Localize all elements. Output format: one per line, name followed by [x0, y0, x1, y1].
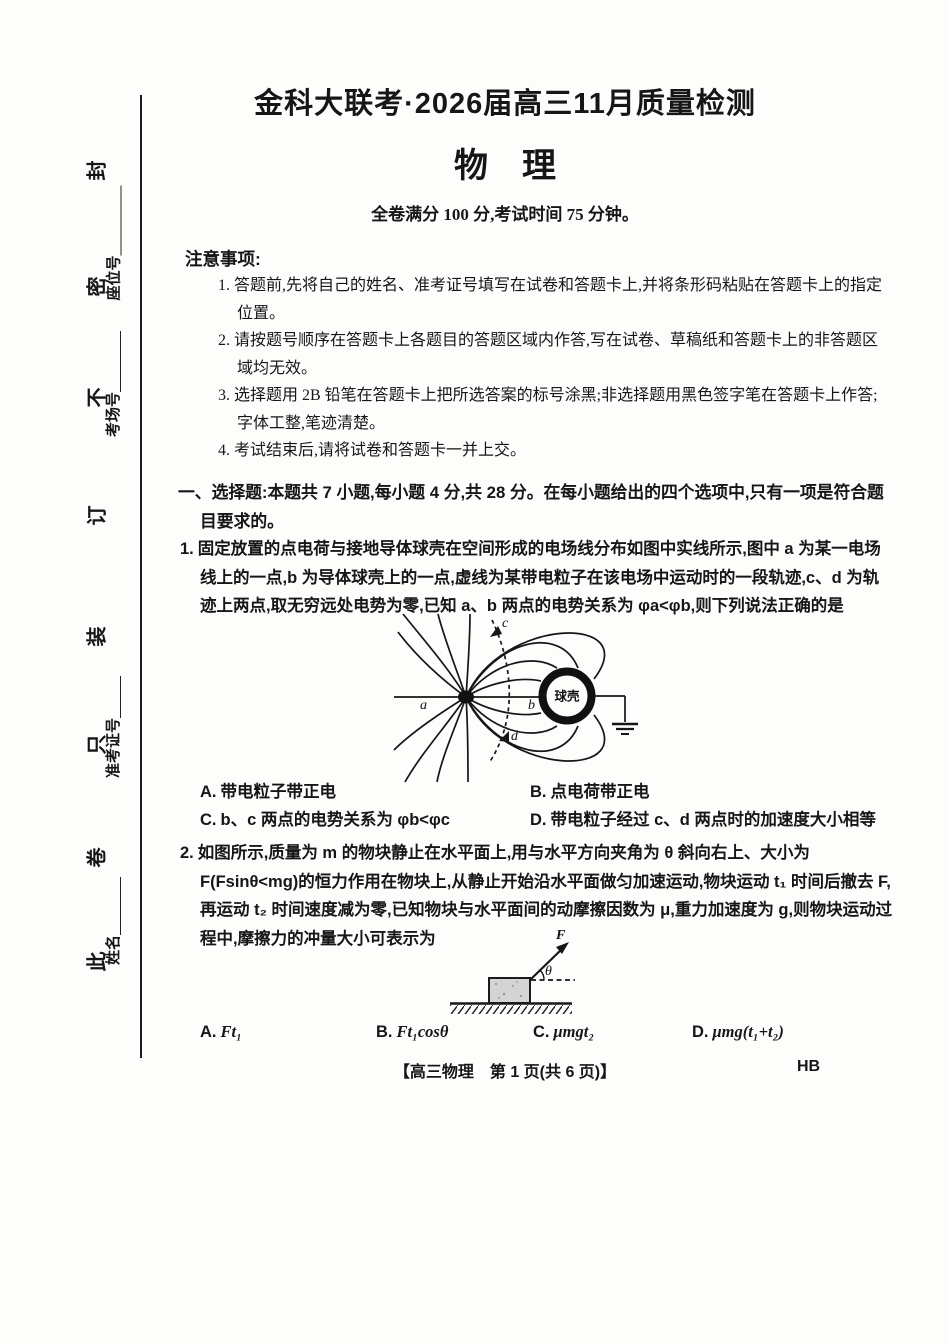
seal-char-juan: 卷 — [86, 847, 109, 868]
option-key: C. — [533, 1023, 550, 1041]
notice-item-3: 3. 选择题用 2B 铅笔在答题卡上把所选答案的标号涂黑;非选择题用黑色签字笔在答… — [218, 382, 886, 437]
subject-title: 物 理 — [454, 147, 556, 185]
notice-number: 4. — [218, 442, 230, 459]
conducting-shell — [538, 667, 596, 725]
notice-number: 2. — [218, 332, 230, 349]
block-texture — [494, 981, 523, 999]
seal-char-zhuang: 装 — [86, 626, 109, 647]
notice-item-4: 4. 考试结束后,请将试卷和答题卡一并上交。 — [218, 437, 886, 465]
seal-vertical-line — [140, 95, 142, 1058]
trajectory-arrowhead-bottom — [499, 731, 509, 742]
question-1-text: 固定放置的点电荷与接地导体球壳在空间形成的电场线分布如图中实线所示,图中 a 为… — [197, 540, 881, 615]
question-1-options: A. 带电粒子带正电 B. 点电荷带正电 C. b、c 两点的电势关系为 φb<φc … — [200, 780, 890, 833]
q2-option-a: A. Ft₁ — [200, 1022, 242, 1042]
q1-option-b: B. 点电荷带正电 — [530, 780, 890, 805]
exam-room-label: 考场号 — [105, 391, 122, 437]
q2-option-c: C. μmgt₂ — [533, 1022, 594, 1042]
q1-option-c: C. b、c 两点的电势关系为 φb<φc — [200, 808, 530, 833]
option-text: 带电粒子带正电 — [220, 783, 337, 801]
name-label: 姓名 — [105, 934, 122, 965]
point-charge — [458, 690, 474, 704]
question-2-text: 如图所示,质量为 m 的物块静止在水平面上,用与水平方向夹角为 θ 斜向右上、大… — [197, 844, 893, 948]
notice-item-1: 1. 答题前,先将自己的姓名、准考证号填写在试卷和答题卡上,并将条形码粘贴在答题卡… — [218, 272, 886, 327]
notices-heading: 注意事项: — [185, 249, 261, 269]
q1-field-lines-figure: a b c d 球壳 — [393, 613, 638, 783]
option-text: Ft₁ — [220, 1022, 242, 1041]
point-c-label: c — [502, 616, 509, 631]
option-text: 点电荷带正电 — [550, 783, 650, 801]
block — [488, 977, 531, 1004]
footer-version-code: HB — [797, 1058, 821, 1075]
option-key: B. — [530, 783, 547, 801]
option-text: b、c 两点的电势关系为 φb<φc — [220, 811, 450, 829]
notice-text: 请按题号顺序在答题卡上各题目的答题区域内作答,写在试卷、草稿纸和答题卡上的非答题… — [234, 332, 879, 377]
option-text: μmg(t₁+t₂) — [712, 1022, 784, 1041]
q2-option-b: B. Ft₁cosθ — [376, 1022, 448, 1042]
seat-number-label: 座位号 — [105, 255, 123, 301]
option-key: D. — [692, 1023, 709, 1041]
q1-option-a: A. 带电粒子带正电 — [200, 780, 530, 805]
exam-title: 金科大联考·2026届高三11月质量检测 — [254, 88, 756, 120]
point-a-label: a — [420, 698, 427, 713]
shell-label: 球壳 — [554, 689, 580, 704]
name-field: 姓名 — [103, 877, 123, 965]
notice-number: 1. — [218, 277, 230, 294]
option-key: C. — [200, 811, 217, 829]
option-key: A. — [200, 783, 217, 801]
admission-ticket-blank-line — [120, 676, 121, 718]
exam-info-line: 全卷满分 100 分,考试时间 75 分钟。 — [371, 205, 639, 224]
option-key: B. — [376, 1023, 393, 1041]
angle-label: θ — [545, 964, 552, 979]
admission-ticket-label: 准考证号 — [105, 717, 122, 778]
option-text: μmgt₂ — [553, 1022, 595, 1041]
option-text: 带电粒子经过 c、d 两点时的加速度大小相等 — [550, 811, 876, 829]
angle-arc — [539, 969, 545, 981]
force-label: F — [555, 928, 566, 943]
point-d-label: d — [511, 729, 519, 744]
ground-hatching — [450, 1005, 572, 1014]
exam-room-blank-line — [120, 331, 121, 392]
notice-text: 考试结束后,请将试卷和答题卡一并上交。 — [234, 442, 527, 459]
notice-text: 答题前,先将自己的姓名、准考证号填写在试卷和答题卡上,并将条形码粘贴在答题卡上的… — [234, 277, 883, 322]
option-key: D. — [530, 811, 547, 829]
section1-heading: 一、选择题:本题共 7 小题,每小题 4 分,共 28 分。在每小题给出的四个选… — [178, 483, 884, 531]
notice-number: 3. — [218, 387, 230, 404]
name-blank-line — [120, 877, 121, 935]
option-text: Ft₁cosθ — [396, 1022, 449, 1041]
question-2: 2. 如图所示,质量为 m 的物块静止在水平面上,用与水平方向夹角为 θ 斜向右上… — [180, 839, 894, 953]
question-2-options: A. Ft₁ B. Ft₁cosθ C. μmgt₂ D. μmg(t₁+t₂) — [200, 1022, 900, 1048]
force-arrowhead — [556, 942, 569, 954]
question-2-number: 2. — [180, 844, 194, 862]
admission-ticket-field: 准考证号 — [103, 676, 123, 778]
q2-option-d: D. μmg(t₁+t₂) — [692, 1022, 784, 1042]
force-arrow — [529, 947, 564, 981]
q2-block-force-figure: F θ — [450, 928, 575, 1014]
seal-char-ding: 订 — [86, 505, 109, 526]
notice-text: 选择题用 2B 铅笔在答题卡上把所选答案的标号涂黑;非选择题用黑色签字笔在答题卡… — [234, 387, 878, 432]
footer-page-label: 【高三物理 第 1 页(共 6 页)】 — [393, 1064, 617, 1081]
notice-item-2: 2. 请按题号顺序在答题卡上各题目的答题区域内作答,写在试卷、草稿纸和答题卡上的非… — [218, 327, 886, 382]
exam-room-field: 考场号 — [103, 331, 123, 437]
notices-list: 1. 答题前,先将自己的姓名、准考证号填写在试卷和答题卡上,并将条形码粘贴在答题卡… — [218, 272, 886, 465]
q1-option-d: D. 带电粒子经过 c、d 两点时的加速度大小相等 — [530, 808, 890, 833]
trajectory-arrowhead-top — [490, 626, 502, 637]
option-key: A. — [200, 1023, 217, 1041]
question-1-number: 1. — [180, 540, 194, 558]
seal-char-feng: 封 — [86, 160, 109, 181]
question-1: 1. 固定放置的点电荷与接地导体球壳在空间形成的电场线分布如图中实线所示,图中 a… — [180, 535, 894, 621]
point-b-label: b — [528, 698, 535, 713]
